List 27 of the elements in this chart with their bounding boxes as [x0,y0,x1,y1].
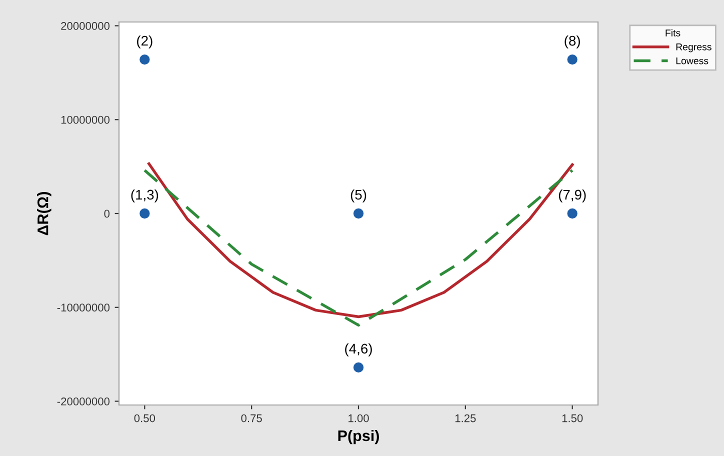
x-axis-title: P(psi) [338,430,379,444]
x-tick-label: 0.75 [241,414,262,422]
legend-title: Fits [666,29,680,36]
point [567,208,578,219]
y-tick-label: 10000000 [61,116,110,124]
y-tick-label: -10000000 [57,304,110,312]
x-tick-label: 1.25 [455,414,476,422]
y-tick-label: -20000000 [57,398,110,406]
y-tick-label: 0 [104,210,110,218]
legend-label: Lowess [676,57,708,64]
point [353,208,364,219]
y-axis-title: ΔR(Ω) [37,192,52,236]
annotation: (2) [137,35,152,48]
x-tick-label: 1.00 [348,414,369,422]
point [140,208,150,219]
y-tick-label: 20000000 [61,22,110,30]
point [140,54,150,65]
x-tick-label: 1.50 [562,414,583,422]
annotation: (7,9) [558,189,586,202]
x-tick-label: 0.50 [134,414,156,422]
annotation: (4,6) [345,343,372,356]
annotation: (1,3) [131,189,158,202]
annotation: (5) [350,189,366,202]
point [567,54,578,65]
annotation: (8) [564,35,580,48]
point [353,362,364,373]
legend-label: Regress [676,44,712,52]
